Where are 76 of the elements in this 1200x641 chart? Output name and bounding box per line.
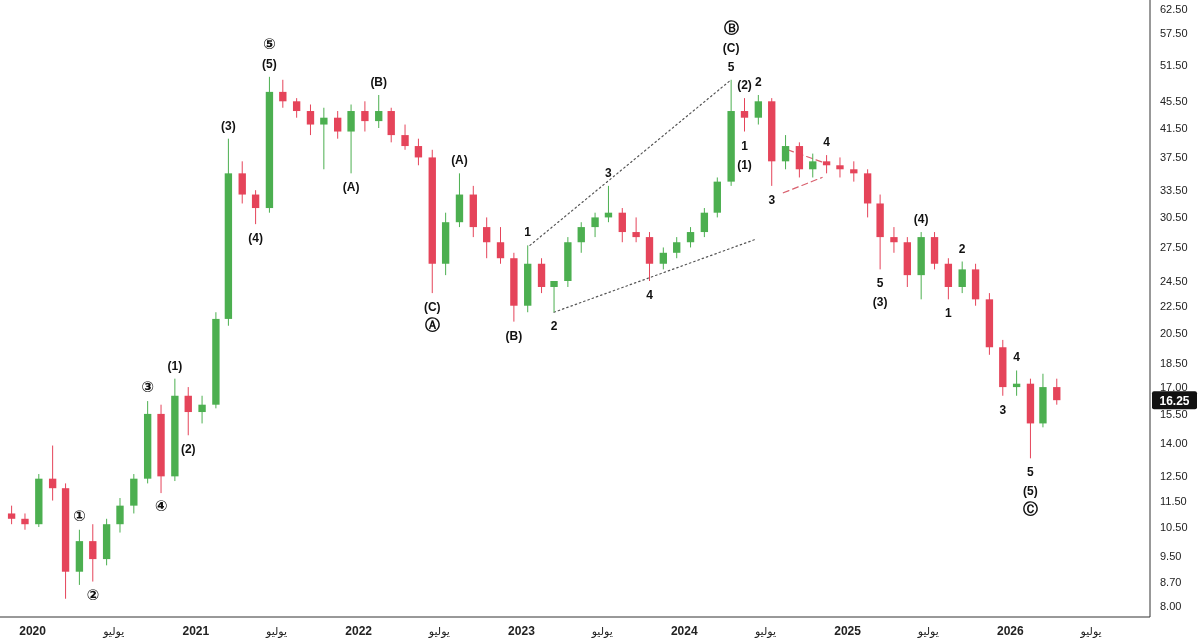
annotation: 2 xyxy=(755,74,762,89)
y-tick-label: 51.50 xyxy=(1160,59,1188,72)
y-tick-label: 9.50 xyxy=(1160,550,1182,563)
annotation: 1 xyxy=(741,138,749,153)
annotation: ② xyxy=(86,585,100,604)
x-tick-label: 2023 xyxy=(508,624,536,638)
y-tick-label: 10.50 xyxy=(1160,520,1188,533)
annotation: (5) xyxy=(1023,484,1038,499)
annotation: (5) xyxy=(262,56,277,71)
y-tick-label: 11.50 xyxy=(1160,494,1187,507)
y-tick-label: 12.50 xyxy=(1160,470,1188,483)
y-tick-label: 8.00 xyxy=(1160,599,1182,612)
annotation: 3 xyxy=(768,192,776,207)
annotation: (1) xyxy=(167,358,183,373)
annotation: 5 xyxy=(1027,465,1035,480)
y-tick-label: 62.50 xyxy=(1160,3,1188,16)
annotation: 2 xyxy=(550,319,558,334)
annotation: Ⓐ xyxy=(424,316,440,335)
annotation: 2 xyxy=(958,241,966,256)
annotation: 4 xyxy=(823,135,831,150)
annotation: (1) xyxy=(737,157,752,172)
annotation: 5 xyxy=(876,276,884,291)
y-tick-label: 15.50 xyxy=(1160,407,1188,420)
annotation: (B) xyxy=(505,328,523,343)
x-tick-label: 2022 xyxy=(345,624,373,638)
annotation: Ⓑ xyxy=(723,18,739,37)
annotation: (C) xyxy=(722,40,740,55)
annotation: (4) xyxy=(248,231,263,246)
y-tick-label: 17.00 xyxy=(1160,381,1188,394)
y-tick-label: 20.50 xyxy=(1160,326,1188,339)
y-tick-label: 57.50 xyxy=(1160,27,1188,40)
x-tick-label: يوليو xyxy=(427,625,450,638)
annotation: ⑤ xyxy=(263,34,276,53)
annotation: 5 xyxy=(727,59,735,74)
x-tick-label: يوليو xyxy=(102,625,125,638)
x-tick-label: يوليو xyxy=(590,625,613,638)
y-tick-label: 45.50 xyxy=(1160,95,1188,108)
annotation: (B) xyxy=(370,74,388,89)
y-tick-label: 30.50 xyxy=(1160,211,1188,224)
x-tick-label: 2021 xyxy=(182,624,210,638)
x-tick-label: 2020 xyxy=(19,624,47,638)
x-tick-label: يوليو xyxy=(1079,625,1102,638)
annotation: (2) xyxy=(737,78,752,93)
annotation: (4) xyxy=(913,212,929,227)
y-tick-label: 24.50 xyxy=(1160,275,1188,287)
annotation: 4 xyxy=(646,288,654,302)
annotation: (C) xyxy=(423,300,441,315)
annotation: 1 xyxy=(945,306,953,321)
y-tick-label: 37.50 xyxy=(1160,151,1188,164)
annotation: (3) xyxy=(872,295,888,310)
annotation: 1 xyxy=(524,225,532,240)
y-tick-label: 16.25 xyxy=(1159,393,1190,408)
annotation: 3 xyxy=(999,402,1007,417)
annotation: (2) xyxy=(180,442,196,457)
y-tick-label: 27.50 xyxy=(1160,241,1188,254)
y-tick-label: 14.00 xyxy=(1160,437,1188,450)
annotation: 3 xyxy=(605,165,613,180)
x-tick-label: يوليو xyxy=(753,625,777,638)
annotation: Ⓒ xyxy=(1022,500,1038,519)
annotation: 4 xyxy=(1013,350,1021,365)
y-tick-label: 8.70 xyxy=(1160,575,1182,588)
annotation: (A) xyxy=(342,180,360,195)
annotation: ③ xyxy=(141,378,154,397)
annotation: (3) xyxy=(221,118,236,133)
y-tick-label: 41.50 xyxy=(1160,122,1188,135)
x-tick-label: 2026 xyxy=(997,624,1025,638)
y-tick-label: 33.50 xyxy=(1160,184,1188,197)
x-tick-label: يوليو xyxy=(916,625,939,638)
x-tick-label: 2024 xyxy=(670,624,698,638)
x-tick-label: يوليو xyxy=(265,625,288,638)
y-tick-label: 22.50 xyxy=(1160,299,1188,312)
x-tick-label: 2025 xyxy=(834,624,862,638)
annotation: ① xyxy=(73,506,86,525)
annotation: ④ xyxy=(154,497,168,516)
annotation: (A) xyxy=(451,153,468,168)
y-tick-label: 18.50 xyxy=(1160,356,1188,369)
